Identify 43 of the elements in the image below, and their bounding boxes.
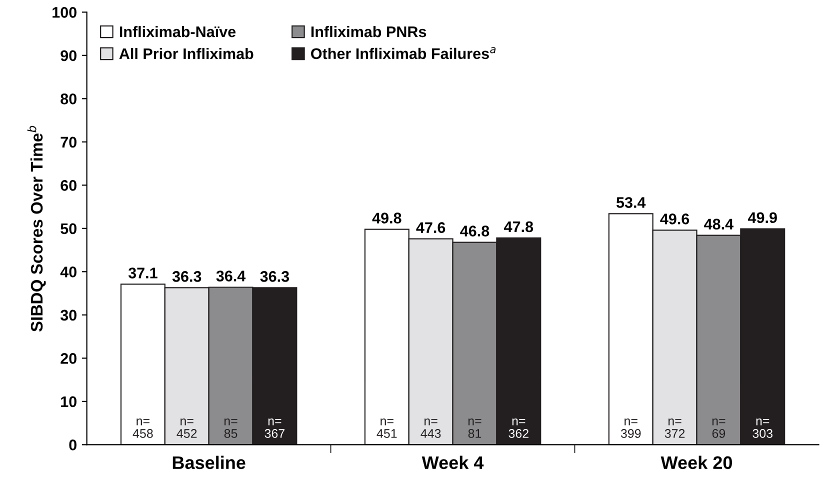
data-label: 49.8	[372, 212, 402, 224]
y-tick-label: 40	[60, 266, 76, 278]
annotation: n= 443	[420, 418, 441, 438]
data-label: 49.6	[660, 214, 690, 224]
data-label: 36.4	[216, 270, 246, 282]
y-tick-label: 70	[60, 136, 76, 148]
annotation: n= 372	[664, 418, 685, 438]
x-tick-label: Week 4	[422, 456, 484, 470]
annotation: n= 458	[132, 418, 153, 438]
data-label: 53.4	[616, 197, 646, 208]
data-label: 37.1	[128, 268, 158, 278]
y-tick-label: 100	[52, 7, 76, 18]
data-label: 47.6	[416, 222, 446, 234]
legend-label: Infliximab-Naïve	[120, 26, 236, 38]
annotation: n= 303	[752, 418, 772, 438]
y-tick-label: 50	[60, 223, 76, 234]
x-tick-label: Baseline	[172, 456, 246, 470]
y-tick-label: 30	[60, 310, 76, 321]
y-tick-label: 60	[60, 180, 76, 191]
y-tick-label: 10	[61, 396, 76, 408]
annotation: n= 367	[264, 418, 284, 438]
data-label: 47.8	[504, 221, 534, 232]
annotation: n= 81	[468, 418, 482, 438]
annotation: n= 85	[224, 418, 238, 438]
annotation: n= 69	[712, 418, 726, 438]
annotation: n= 399	[620, 418, 641, 438]
annotation: n= 362	[508, 418, 528, 438]
data-label: 36.3	[172, 271, 202, 282]
data-label: 48.4	[704, 218, 734, 230]
y-tick-label: 0	[69, 440, 76, 450]
legend-label: Other Infliximab Failures$^{a}$	[311, 47, 496, 60]
data-label: 46.8	[460, 226, 490, 236]
annotation: n= 451	[376, 418, 397, 438]
y-tick-label: 90	[60, 50, 76, 62]
y-axis-title: SIBDQ Scores Over Time$^{b}$	[27, 126, 46, 332]
y-tick-label: 20	[60, 353, 76, 364]
legend-label: All Prior Infliximab	[119, 48, 254, 60]
legend-label: Infliximab PNRs	[311, 26, 426, 38]
data-label: 36.3	[260, 271, 290, 282]
y-tick-label: 80	[60, 94, 76, 104]
x-tick-label: Week 20	[660, 456, 732, 470]
data-label: 49.9	[748, 212, 777, 224]
annotation: n= 452	[176, 418, 197, 438]
